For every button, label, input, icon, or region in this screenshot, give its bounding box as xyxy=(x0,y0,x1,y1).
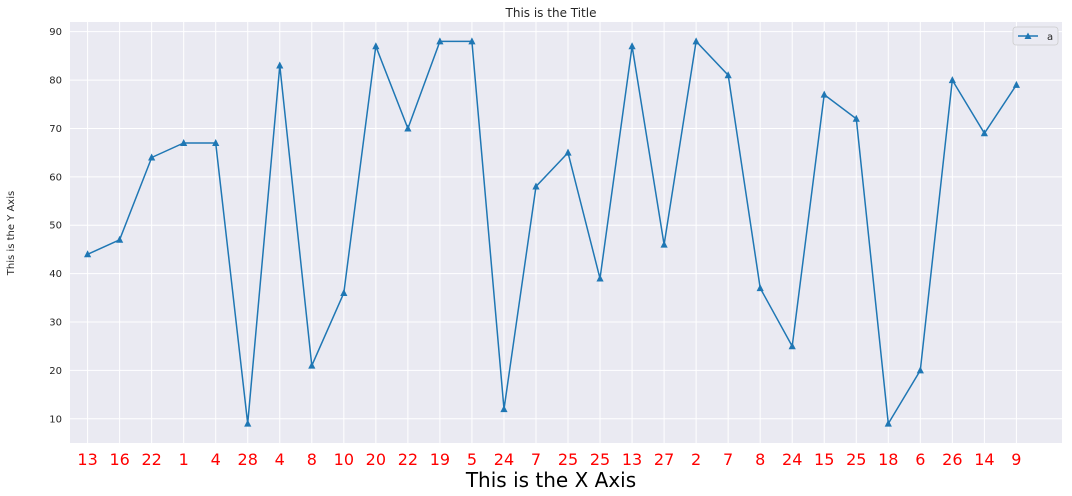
y-tick-label: 20 xyxy=(49,366,62,377)
data-point-marker xyxy=(852,114,860,122)
data-point-marker xyxy=(436,37,444,45)
x-tick-label: 20 xyxy=(366,450,386,469)
x-tick-label: 18 xyxy=(878,450,898,469)
y-tick-label: 70 xyxy=(49,124,62,135)
data-point-marker xyxy=(660,240,668,248)
x-tick-label: 4 xyxy=(275,450,285,469)
data-point-marker xyxy=(116,235,124,243)
data-point-marker xyxy=(84,250,92,258)
data-point-marker xyxy=(404,124,412,132)
y-tick-label: 40 xyxy=(49,269,62,280)
x-tick-label: 28 xyxy=(238,450,258,469)
x-tick-label: 22 xyxy=(141,450,161,469)
y-tick-label: 10 xyxy=(49,414,62,425)
x-tick-label: 24 xyxy=(782,450,802,469)
data-point-marker xyxy=(596,274,604,282)
y-axis-label: This is the Y Axis xyxy=(6,191,17,276)
data-point-marker xyxy=(564,148,572,156)
x-tick-label: 15 xyxy=(814,450,834,469)
data-point-marker xyxy=(916,366,924,374)
data-point-marker xyxy=(276,61,284,69)
x-tick-label: 2 xyxy=(691,450,701,469)
data-point-marker xyxy=(692,37,700,45)
y-tick-label: 50 xyxy=(49,221,62,232)
x-tick-label: 9 xyxy=(1011,450,1021,469)
data-point-marker xyxy=(308,361,316,369)
y-tick-label: 90 xyxy=(49,27,62,38)
data-point-marker xyxy=(1012,80,1020,88)
x-tick-labels: 13 16 22 1 4 28 4 8 10 20 22 19 5 24 7 25 25 13 27 2 7 8 24 15 2… xyxy=(77,450,1021,469)
data-point-marker xyxy=(628,42,636,50)
data-point-marker xyxy=(756,284,764,292)
x-tick-label: 5 xyxy=(467,450,477,469)
x-tick-label: 24 xyxy=(494,450,514,469)
plot-area xyxy=(70,22,1062,443)
legend-label-a: a xyxy=(1047,32,1053,43)
data-point-marker xyxy=(788,342,796,350)
x-tick-label: 1 xyxy=(179,450,189,469)
data-point-marker xyxy=(948,76,956,84)
x-tick-label: 13 xyxy=(622,450,642,469)
data-point-marker xyxy=(372,42,380,50)
data-point-marker xyxy=(532,182,540,190)
x-tick-label: 19 xyxy=(430,450,450,469)
data-point-marker xyxy=(980,129,988,137)
x-tick-label: 26 xyxy=(942,450,962,469)
y-tick-label: 80 xyxy=(49,76,62,87)
y-tick-label: 60 xyxy=(49,172,62,183)
data-point-marker xyxy=(244,419,252,427)
series-line-a xyxy=(87,39,1018,426)
legend-triangle-marker-icon xyxy=(1024,32,1032,39)
y-tick-labels: 10 20 30 40 50 60 70 80 90 xyxy=(49,27,62,425)
x-tick-label: 8 xyxy=(307,450,317,469)
x-tick-label: 25 xyxy=(590,450,610,469)
x-gridlines xyxy=(87,22,1017,443)
x-tick-label: 25 xyxy=(558,450,578,469)
data-point-marker xyxy=(148,153,156,161)
legend: a xyxy=(1012,26,1059,46)
data-point-marker xyxy=(212,138,220,146)
x-tick-label: 14 xyxy=(974,450,994,469)
x-tick-label: 13 xyxy=(77,450,97,469)
x-tick-label: 7 xyxy=(531,450,541,469)
y-gridlines xyxy=(70,31,1062,420)
y-tick-label: 30 xyxy=(49,318,62,329)
data-point-marker xyxy=(884,419,892,427)
data-point-marker xyxy=(468,37,476,45)
data-point-marker xyxy=(500,405,508,413)
data-point-marker xyxy=(340,288,348,296)
chart-title: This is the Title xyxy=(505,6,597,20)
x-tick-label: 7 xyxy=(723,450,733,469)
data-point-marker xyxy=(180,138,188,146)
data-point-marker xyxy=(724,71,732,79)
series-markers-a xyxy=(84,37,1020,427)
x-axis-label: This is the X Axis xyxy=(465,468,636,492)
x-tick-label: 8 xyxy=(755,450,765,469)
x-tick-label: 10 xyxy=(334,450,354,469)
x-tick-label: 25 xyxy=(846,450,866,469)
x-tick-label: 6 xyxy=(915,450,925,469)
x-tick-label: 4 xyxy=(211,450,221,469)
data-point-marker xyxy=(820,90,828,98)
x-tick-label: 22 xyxy=(398,450,418,469)
x-tick-label: 16 xyxy=(109,450,129,469)
x-tick-label: 27 xyxy=(654,450,674,469)
